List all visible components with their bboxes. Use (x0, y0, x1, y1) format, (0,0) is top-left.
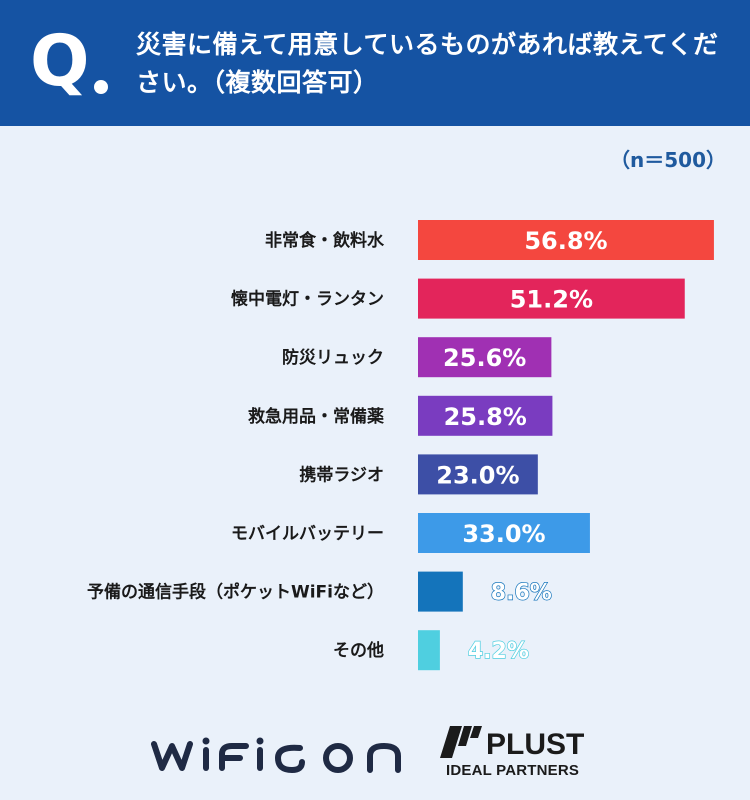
category-label: モバイルバッテリー (231, 524, 384, 544)
category-label: 非常食・飲料水 (265, 230, 385, 251)
question-text: 災害に備えて用意しているものがあれば教えてください。（複数回答可） (136, 30, 719, 97)
plust-logo-subtitle: IDEAL PARTNERS (446, 762, 580, 779)
bar (418, 395, 553, 436)
bar (418, 630, 440, 671)
value-label: 25.6% (443, 344, 526, 372)
q-mark: Q (30, 20, 90, 102)
category-label: 防災リュック (282, 347, 384, 368)
category-label: 携帯ラジオ (299, 464, 384, 485)
bar (418, 513, 590, 553)
value-label: 8.6% (491, 581, 552, 606)
category-label: 懐中電灯・ランタン (231, 289, 384, 310)
bar (418, 454, 538, 495)
value-label: 23.0% (436, 461, 519, 489)
category-label: その他 (333, 640, 384, 661)
bar (418, 337, 552, 378)
category-label: 予備の通信手段（ポケットWiFiなど） (87, 582, 384, 603)
bar-chart: 非常食・飲料水 56.8% 懐中電灯・ランタン 51.2% 防災リュック 25.6% 救急用… (87, 220, 714, 671)
sample-size-label: （n＝500） (610, 148, 726, 172)
value-label: 56.8% (524, 227, 607, 255)
question-header: Q 災害に備えて用意しているものがあれば教えてください。（複数回答可） (0, 0, 750, 126)
plust-logo-name: PLUST (486, 728, 585, 761)
bar (418, 571, 463, 612)
plust-logo-mark (440, 726, 482, 758)
bar (418, 220, 714, 260)
value-label: 4.2% (468, 639, 529, 664)
q-dot (94, 80, 108, 94)
value-label: 51.2% (510, 286, 593, 314)
category-label: 救急用品・常備薬 (248, 406, 384, 427)
wifigo-logo (151, 737, 401, 773)
value-label: 33.0% (462, 520, 545, 548)
bar (418, 278, 685, 319)
value-label: 25.8% (444, 403, 527, 431)
